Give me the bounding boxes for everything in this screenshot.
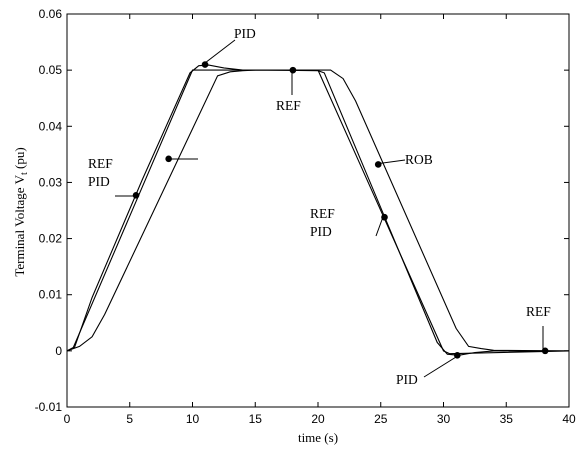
- annotation-label-pid: PID: [310, 224, 332, 239]
- y-tick-label: 0.03: [39, 175, 63, 189]
- annotation-label-pid: PID: [396, 372, 418, 387]
- annotation-marker: [132, 192, 140, 199]
- annotation-marker: [541, 347, 549, 355]
- annotation-leader: [423, 355, 458, 378]
- y-tick-label: 0.02: [39, 232, 63, 246]
- annotation-leader: [542, 326, 546, 352]
- annotation-label-ref: REF: [276, 98, 301, 113]
- annotation-label-rob: ROB: [405, 152, 433, 167]
- x-tick-label: 40: [562, 412, 576, 426]
- annotations-group: PID REF REF PID ROB REF PID PID REF: [88, 26, 551, 387]
- y-axis-label-unit: (pu): [12, 147, 27, 172]
- annotation-label-ref: REF: [526, 304, 551, 319]
- annotation-marker: [289, 66, 297, 74]
- axes: 0 5 10 15 20 25 30 35 40-0.0100.010.020.030.040.…: [35, 7, 576, 426]
- x-tick-label: 10: [186, 412, 200, 426]
- y-tick-label: 0.04: [39, 119, 63, 133]
- y-tick-label: 0.06: [39, 7, 63, 21]
- x-tick-label: 25: [374, 412, 388, 426]
- y-tick-label: 0.01: [39, 288, 63, 302]
- x-tick-label: 20: [311, 412, 325, 426]
- y-axis-label-main: Terminal Voltage V: [12, 174, 27, 276]
- annotation-leader: [204, 39, 236, 65]
- annotation-marker: [165, 155, 172, 163]
- y-tick-label: 0.05: [39, 63, 63, 77]
- annotation-label-ref: REF: [88, 156, 113, 171]
- x-tick-label: 35: [500, 412, 514, 426]
- y-axis-label-sub: t: [19, 172, 30, 175]
- x-tick-label: 5: [126, 412, 133, 426]
- x-tick-label: 30: [437, 412, 451, 426]
- annotation-marker: [381, 213, 388, 221]
- y-tick-label: 0: [55, 344, 62, 358]
- annotation-label-ref: REF: [310, 206, 335, 221]
- annotation-marker: [201, 61, 209, 68]
- annotation-label-pid: PID: [234, 26, 256, 41]
- annotation-marker: [374, 161, 382, 168]
- y-axis-label: Terminal Voltage Vt (pu): [12, 147, 30, 276]
- annotation-marker: [454, 352, 461, 359]
- x-tick-label: 0: [64, 412, 71, 426]
- annotation-label-pid: PID: [88, 174, 110, 189]
- x-axis-label: time (s): [298, 430, 338, 445]
- x-tick-label: 15: [249, 412, 263, 426]
- annotation-leader: [291, 69, 293, 95]
- y-tick-label: -0.01: [35, 400, 63, 414]
